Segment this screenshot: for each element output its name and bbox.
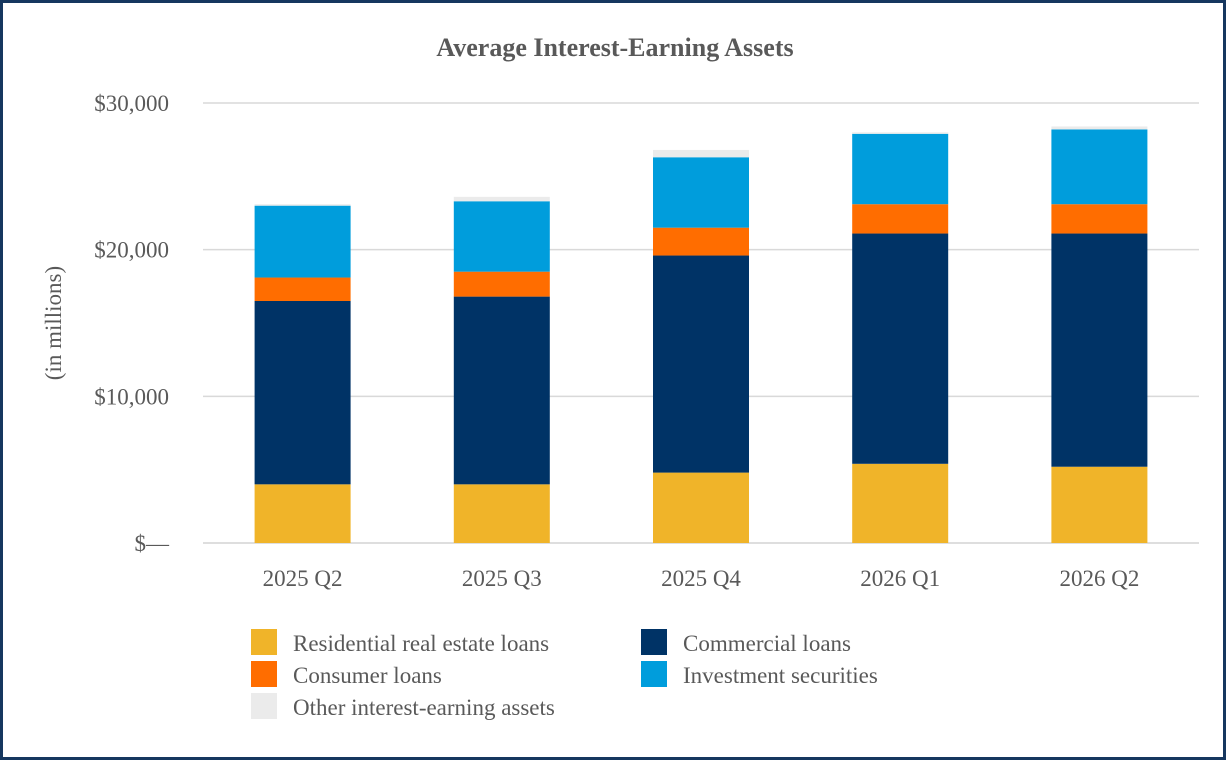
bar-segment-residential-real-estate-loans [852, 463, 949, 543]
bar-segment-residential-real-estate-loans [1051, 466, 1148, 543]
bar-segment-consumer-loans [852, 204, 949, 234]
bar-segment-investment-securities [453, 201, 550, 272]
bar-segment-commercial-loans [254, 301, 351, 485]
legend-swatch [641, 661, 667, 687]
bar-segment-residential-real-estate-loans [453, 484, 550, 543]
legend-swatch [251, 693, 277, 719]
bar-segment-residential-real-estate-loans [254, 484, 351, 543]
y-tick-label: $30,000 [94, 91, 169, 116]
bar-segment-other-interest-earning-assets [254, 204, 351, 206]
legend-label: Other interest-earning assets [293, 695, 555, 720]
chart-title: Average Interest-Earning Assets [436, 33, 793, 62]
bar-segment-other-interest-earning-assets [653, 149, 749, 158]
legend-item: Investment securities [641, 661, 878, 688]
bar-segment-other-interest-earning-assets [1051, 126, 1148, 130]
bar-segment-consumer-loans [453, 271, 550, 297]
legend-item: Residential real estate loans [251, 629, 549, 656]
legend-label: Investment securities [683, 663, 878, 688]
legend: Residential real estate loans Commercial … [251, 629, 878, 720]
bars [254, 126, 1148, 543]
bar-segment-other-interest-earning-assets [852, 132, 949, 134]
bar-segment-investment-securities [1051, 129, 1148, 205]
x-tick-label: 2025 Q4 [661, 566, 741, 591]
x-tick-label: 2025 Q3 [462, 566, 542, 591]
legend-swatch [251, 661, 277, 687]
stacked-bar-chart: Average Interest-Earning Assets $— $10,00… [41, 33, 1199, 720]
x-tick-label: 2026 Q1 [860, 566, 940, 591]
legend-label: Residential real estate loans [293, 631, 549, 656]
y-tick-label: $20,000 [94, 238, 169, 263]
bar-segment-commercial-loans [1051, 233, 1148, 467]
x-axis-ticks: 2025 Q2 2025 Q3 2025 Q4 2026 Q1 2026 Q2 [263, 566, 1140, 591]
y-axis-ticks: $— $10,000 $20,000 $30,000 [94, 91, 170, 556]
legend-item: Consumer loans [251, 661, 442, 688]
legend-item: Commercial loans [641, 629, 851, 656]
legend-label: Commercial loans [683, 631, 851, 656]
bar-segment-consumer-loans [1051, 204, 1148, 234]
x-tick-label: 2026 Q2 [1059, 566, 1139, 591]
bar-segment-residential-real-estate-loans [653, 472, 749, 543]
bar-segment-commercial-loans [453, 296, 550, 485]
legend-item: Other interest-earning assets [251, 693, 555, 720]
legend-swatch [641, 629, 667, 655]
bar-segment-consumer-loans [653, 227, 749, 256]
bar-segment-commercial-loans [653, 255, 749, 473]
bar-segment-investment-securities [653, 157, 749, 228]
x-tick-label: 2025 Q2 [263, 566, 343, 591]
bar-segment-consumer-loans [254, 277, 351, 301]
bar-segment-other-interest-earning-assets [453, 196, 550, 202]
legend-swatch [251, 629, 277, 655]
bar-segment-investment-securities [254, 205, 351, 278]
y-axis-title: (in millions) [41, 266, 66, 380]
bar-segment-commercial-loans [852, 233, 949, 464]
legend-label: Consumer loans [293, 663, 442, 688]
bar-segment-investment-securities [852, 133, 949, 205]
y-tick-label: $10,000 [94, 384, 169, 409]
y-tick-label: $— [135, 531, 171, 556]
